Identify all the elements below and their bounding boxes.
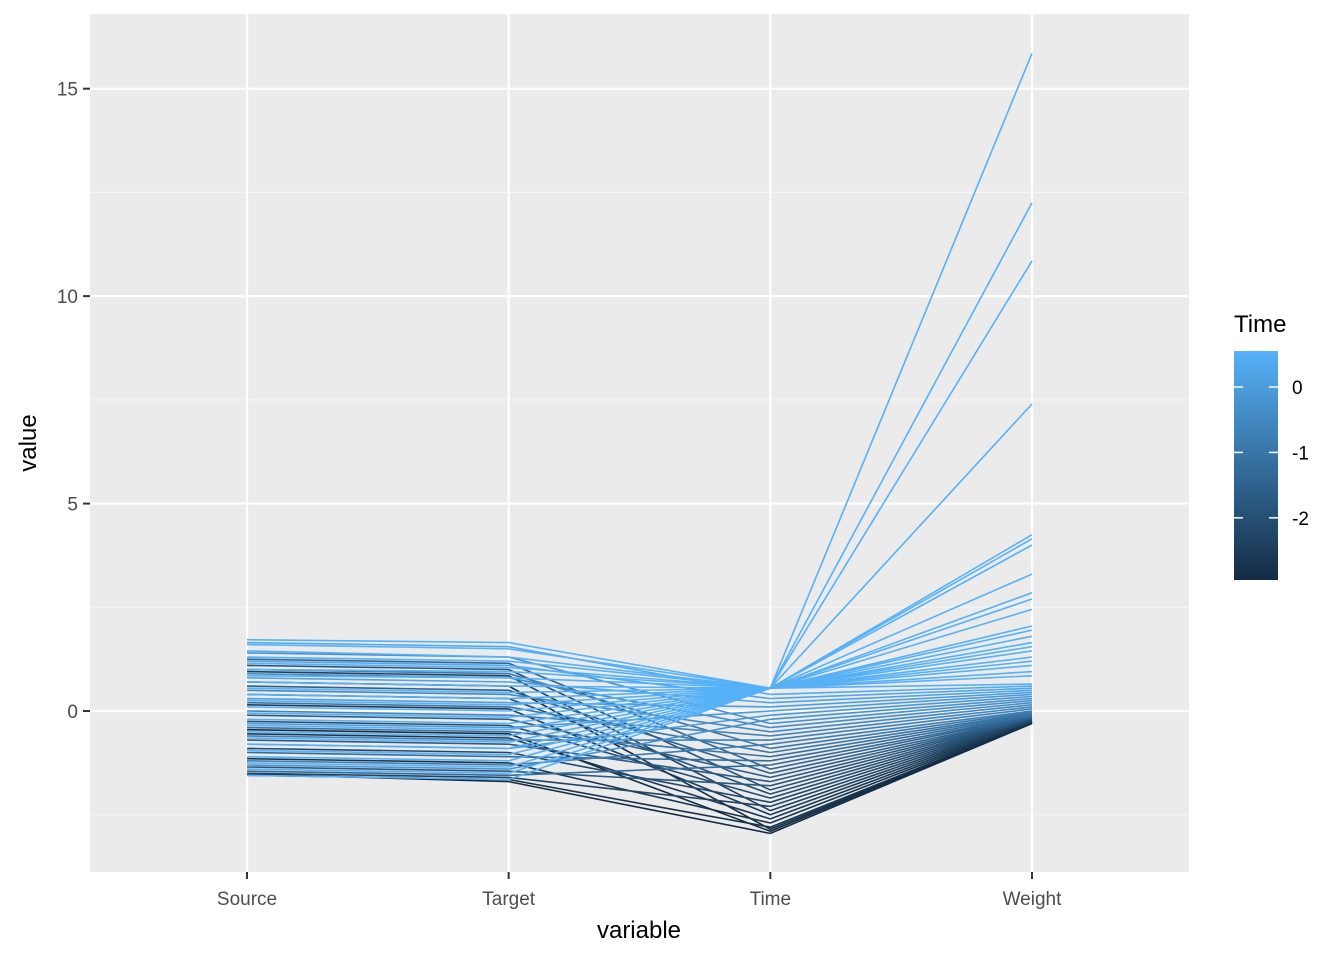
series-line: [246, 708, 1033, 741]
series-line: [246, 706, 1033, 737]
series-line: [246, 573, 1033, 690]
series-line: [246, 403, 1033, 690]
series-line: [246, 656, 1033, 750]
x-tick-label: Time: [750, 889, 792, 910]
series-line: [246, 719, 1033, 808]
series-line: [246, 677, 1033, 704]
series-line: [246, 538, 1033, 690]
series-line: [246, 608, 1033, 706]
x-tick-label: Source: [217, 889, 277, 910]
colorbar-tick-label: 0: [1292, 378, 1303, 399]
series-line: [246, 645, 1033, 737]
series-line: [246, 718, 1033, 799]
colorbar-tick-label: -2: [1292, 509, 1309, 530]
series-line: [246, 697, 1033, 770]
series-line: [246, 668, 1033, 750]
data-lines: [246, 53, 1033, 835]
colorbar-tick-label: -1: [1292, 443, 1309, 464]
y-tick-label: 5: [67, 495, 78, 516]
x-axis-title: variable: [597, 917, 681, 944]
series-line: [246, 714, 1033, 762]
y-axis-title: value: [15, 414, 42, 471]
series-line: [246, 625, 1033, 712]
series-line: [246, 660, 1033, 700]
series-line: [246, 710, 1033, 766]
series-line: [246, 714, 1033, 779]
series-line: [246, 691, 1033, 708]
series-line: [246, 664, 1033, 762]
series-line: [246, 53, 1033, 690]
colorbar: [1234, 351, 1278, 580]
series-line: [246, 670, 1033, 768]
series-line: [246, 689, 1033, 733]
series-line: [246, 721, 1033, 824]
series-line: [246, 660, 1033, 756]
series-line: [246, 675, 1033, 775]
series-line: [246, 534, 1033, 690]
series-line: [246, 715, 1033, 777]
series-line: [246, 598, 1033, 700]
series-line: [246, 719, 1033, 804]
series-line: [246, 717, 1033, 783]
y-tick-label: 10: [57, 287, 78, 308]
series-line: [246, 260, 1033, 690]
series-line: [246, 641, 1033, 731]
series-line: [246, 650, 1033, 743]
x-tick-label: Target: [482, 889, 536, 910]
series-line: [246, 544, 1033, 690]
y-tick-label: 15: [57, 80, 78, 101]
series-line: [246, 592, 1033, 694]
series-line: [246, 722, 1033, 833]
series-line: [246, 670, 1033, 812]
x-axis: Source Target Time Weight: [217, 872, 1062, 910]
series-line: [246, 641, 1033, 696]
series-line: [246, 701, 1033, 754]
series-line: [246, 717, 1033, 787]
series-line: [246, 683, 1033, 781]
y-axis: 0 5 10 15: [57, 80, 90, 723]
x-tick-label: Weight: [1003, 889, 1063, 910]
series-line: [246, 635, 1033, 725]
series-line: [246, 202, 1033, 690]
series-line: [246, 629, 1033, 719]
series-line: [246, 693, 1033, 729]
legend: Time 0 -1 -2: [1234, 311, 1309, 580]
minor-gridlines: [90, 191, 1189, 816]
colorbar-ticks: 0 -1 -2: [1234, 378, 1309, 530]
legend-title: Time: [1234, 311, 1286, 338]
y-tick-label: 0: [67, 702, 78, 723]
series-line: [246, 658, 1033, 770]
